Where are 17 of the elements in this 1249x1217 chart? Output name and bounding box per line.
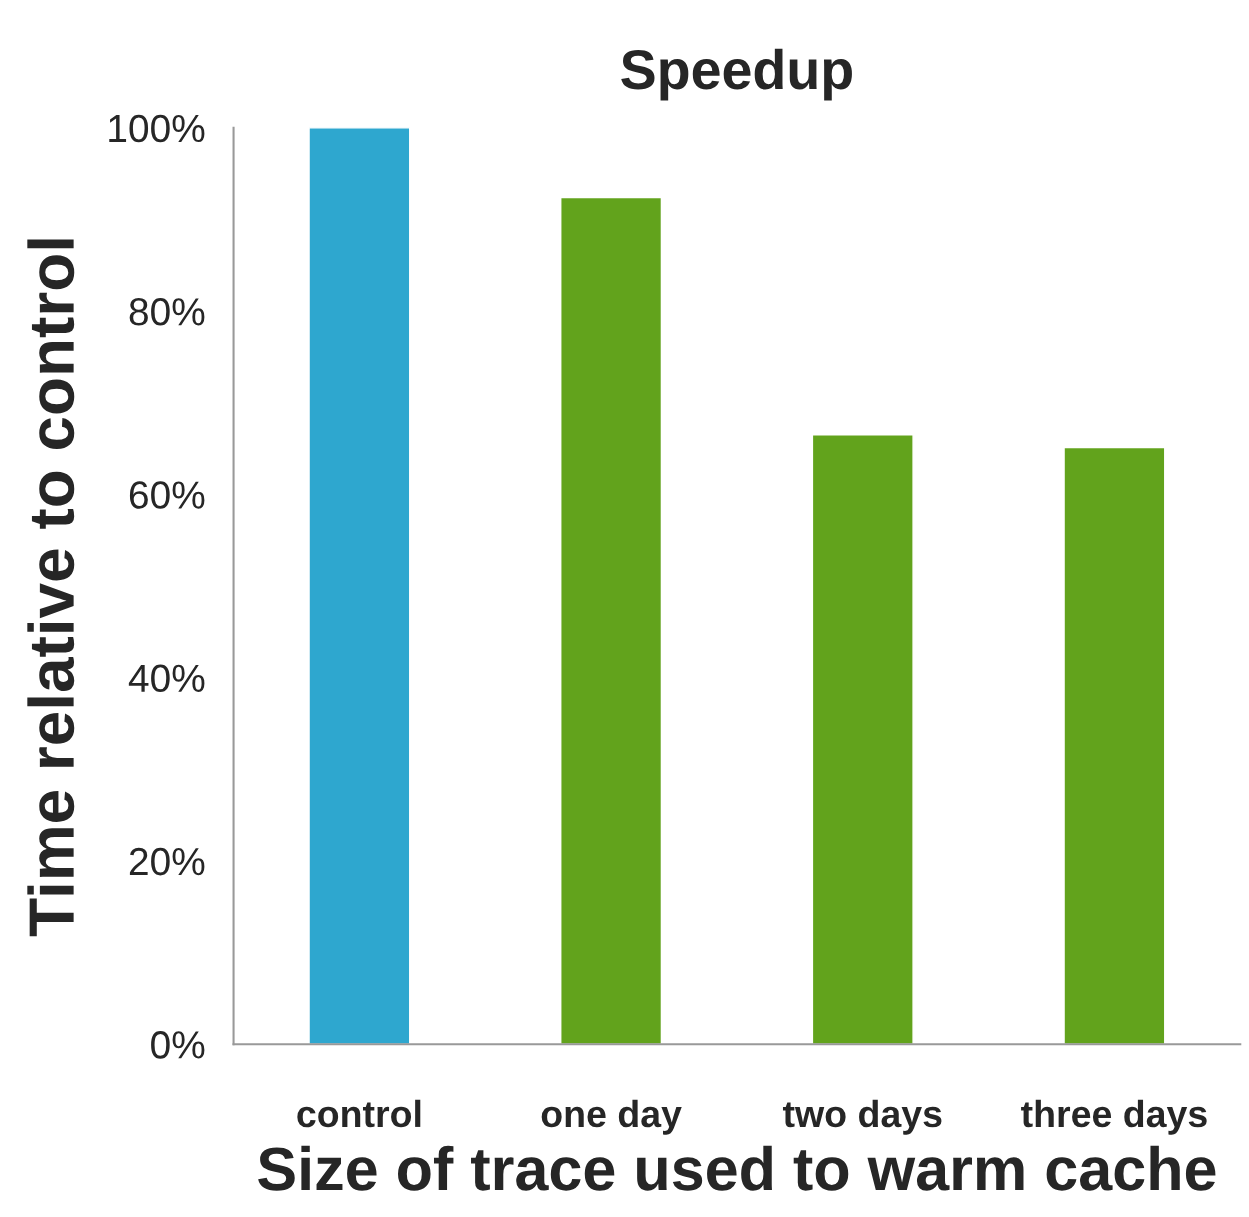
y-tick-label: 40%: [128, 664, 205, 693]
y-tick-label: 80%: [129, 298, 205, 326]
chart-title: Speedup: [621, 48, 852, 101]
y-tick-label: 60%: [129, 481, 205, 509]
x-tick-label: two days: [782, 1099, 942, 1135]
x-tick-label: control: [297, 1099, 421, 1128]
y-axis-title: Time relative to control: [27, 239, 75, 937]
x-axis-title: Size of trace used to warm cache: [258, 1145, 1216, 1191]
bar: [308, 127, 411, 1045]
y-tick-label: 20%: [129, 847, 205, 876]
bar: [560, 196, 663, 1045]
x-tick-label: three days: [1021, 1099, 1207, 1135]
y-tick-label: 0%: [151, 1031, 205, 1059]
y-tick-label: 100%: [109, 114, 205, 143]
bar: [811, 434, 914, 1045]
bar: [1063, 446, 1166, 1045]
x-tick-label: one day: [541, 1099, 682, 1135]
